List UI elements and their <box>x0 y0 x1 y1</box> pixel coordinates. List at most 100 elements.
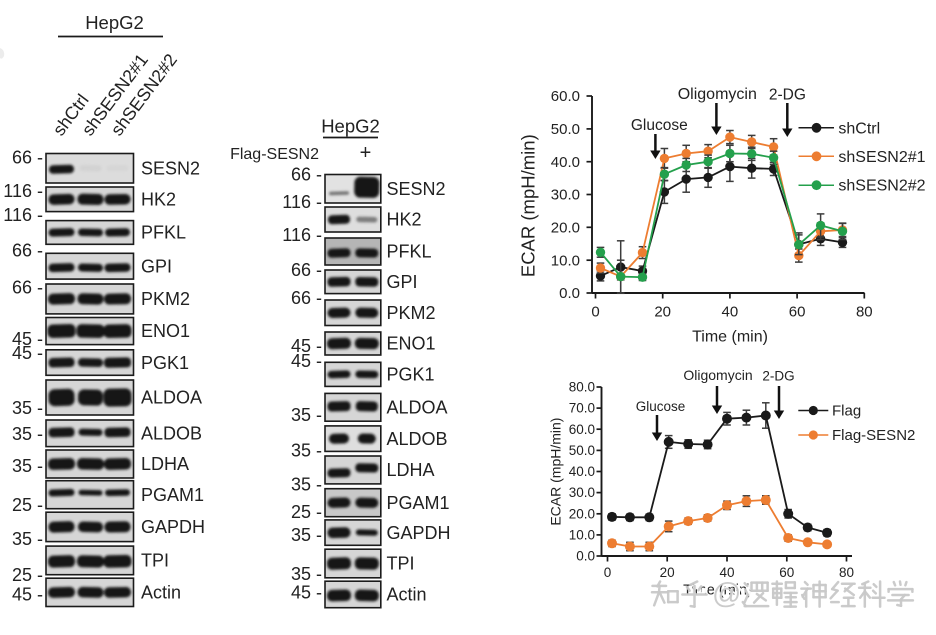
svg-text:35 -: 35 - <box>291 525 322 545</box>
svg-text:0.0: 0.0 <box>559 285 580 302</box>
svg-text:ALDOA: ALDOA <box>387 398 448 418</box>
svg-text:66 -: 66 - <box>12 241 43 261</box>
svg-text:GPI: GPI <box>387 272 418 292</box>
svg-text:35 -: 35 - <box>12 424 43 444</box>
svg-text:ENO1: ENO1 <box>387 334 436 354</box>
svg-text:60: 60 <box>789 304 806 321</box>
svg-text:PKM2: PKM2 <box>387 303 436 323</box>
svg-text:60.0: 60.0 <box>569 422 595 437</box>
svg-text:66 -: 66 - <box>291 165 322 185</box>
svg-text:ALDOB: ALDOB <box>387 429 448 449</box>
svg-text:66 -: 66 - <box>12 278 43 298</box>
svg-text:50.0: 50.0 <box>569 443 595 458</box>
svg-text:Flag-SESN2: Flag-SESN2 <box>230 146 319 163</box>
svg-text:PFKL: PFKL <box>387 242 432 262</box>
svg-text:shCtrl: shCtrl <box>838 120 880 137</box>
svg-text:Time (min): Time (min) <box>692 329 768 346</box>
svg-text:PGK1: PGK1 <box>387 365 435 385</box>
svg-text:PGAM1: PGAM1 <box>141 485 204 505</box>
svg-text:ENO1: ENO1 <box>141 321 190 341</box>
svg-text:35 -: 35 - <box>12 398 43 418</box>
svg-text:2-DG: 2-DG <box>762 369 794 384</box>
svg-text:PKM2: PKM2 <box>141 289 190 309</box>
svg-text:80: 80 <box>856 304 873 321</box>
svg-text:0: 0 <box>604 565 612 580</box>
svg-text:HepG2: HepG2 <box>321 116 380 137</box>
svg-text:LDHA: LDHA <box>387 460 435 480</box>
svg-text:40: 40 <box>719 565 734 580</box>
svg-text:SESN2: SESN2 <box>141 158 200 178</box>
svg-text:40: 40 <box>722 304 739 321</box>
svg-text:80.0: 80.0 <box>569 380 595 395</box>
svg-text:@: @ <box>717 581 746 613</box>
svg-text:20: 20 <box>660 565 675 580</box>
svg-text:Actin: Actin <box>141 583 181 603</box>
svg-text:35 -: 35 - <box>291 475 322 495</box>
svg-text:66 -: 66 - <box>291 260 322 280</box>
svg-text:SESN2: SESN2 <box>387 179 446 199</box>
svg-text:70.0: 70.0 <box>569 401 595 416</box>
svg-text:60: 60 <box>779 565 794 580</box>
svg-text:45 -: 45 - <box>12 343 43 363</box>
svg-text:60.0: 60.0 <box>551 88 580 105</box>
svg-text:10.0: 10.0 <box>569 528 595 543</box>
svg-text:30.0: 30.0 <box>551 187 580 204</box>
svg-text:45 -: 45 - <box>12 584 43 604</box>
svg-text:Oligomycin: Oligomycin <box>683 367 752 383</box>
svg-text:50.0: 50.0 <box>551 121 580 138</box>
svg-text:GPI: GPI <box>141 256 172 276</box>
svg-text:HK2: HK2 <box>141 190 176 210</box>
svg-text:35 -: 35 - <box>291 440 322 460</box>
svg-text:35 -: 35 - <box>12 456 43 476</box>
svg-text:45 -: 45 - <box>291 336 322 356</box>
svg-text:@: @ <box>712 578 741 610</box>
svg-text:25 -: 25 - <box>291 502 322 522</box>
svg-text:Flag: Flag <box>832 403 861 420</box>
svg-text:Glucose: Glucose <box>631 117 688 134</box>
svg-text:TPI: TPI <box>387 554 415 574</box>
svg-text:GAPDH: GAPDH <box>387 523 451 543</box>
svg-text:10.0: 10.0 <box>551 252 580 269</box>
svg-text:40.0: 40.0 <box>551 154 580 171</box>
svg-text:PFKL: PFKL <box>141 223 186 243</box>
svg-text:30.0: 30.0 <box>569 485 595 500</box>
svg-text:25 -: 25 - <box>12 495 43 515</box>
svg-text:ECAR (mpH/min): ECAR (mpH/min) <box>548 418 564 526</box>
svg-text:116 -: 116 - <box>3 181 43 201</box>
svg-text:20: 20 <box>654 304 671 321</box>
svg-text:PGK1: PGK1 <box>141 353 189 373</box>
svg-text:25 -: 25 - <box>12 565 43 585</box>
svg-text:66 -: 66 - <box>12 148 43 168</box>
svg-text:116 -: 116 - <box>282 225 322 245</box>
svg-text:shSESN2#1: shSESN2#1 <box>838 149 925 166</box>
svg-text:Actin: Actin <box>387 585 427 605</box>
svg-text:LDHA: LDHA <box>141 454 189 474</box>
svg-text:PGAM1: PGAM1 <box>387 493 450 513</box>
svg-text:2-DG: 2-DG <box>769 87 806 104</box>
svg-text:ALDOA: ALDOA <box>141 388 202 408</box>
svg-text:66 -: 66 - <box>291 288 322 308</box>
svg-text:40.0: 40.0 <box>569 464 595 479</box>
svg-text:GAPDH: GAPDH <box>141 517 205 537</box>
svg-text:ALDOB: ALDOB <box>141 424 202 444</box>
svg-text:0.0: 0.0 <box>576 549 595 564</box>
svg-text:Oligomycin: Oligomycin <box>678 86 757 103</box>
svg-text:116 -: 116 - <box>3 205 43 225</box>
svg-text:45 -: 45 - <box>12 329 43 349</box>
svg-text:80: 80 <box>839 565 854 580</box>
svg-text:35 -: 35 - <box>291 564 322 584</box>
svg-text:116 -: 116 - <box>282 192 322 212</box>
svg-text:35 -: 35 - <box>12 529 43 549</box>
svg-text:ECAR (mpH/min): ECAR (mpH/min) <box>518 134 539 277</box>
svg-text:20.0: 20.0 <box>551 220 580 237</box>
svg-text:45 -: 45 - <box>291 582 322 602</box>
svg-text:0: 0 <box>591 304 599 321</box>
svg-text:45 -: 45 - <box>291 351 322 371</box>
svg-text:shSESN2#2: shSESN2#2 <box>838 178 925 195</box>
svg-text:HepG2: HepG2 <box>85 12 144 33</box>
svg-text:TPI: TPI <box>141 551 169 571</box>
svg-text:+: + <box>360 142 372 164</box>
svg-text:HK2: HK2 <box>387 210 422 230</box>
svg-text:Glucose: Glucose <box>636 399 686 414</box>
svg-text:Flag-SESN2: Flag-SESN2 <box>832 427 915 444</box>
